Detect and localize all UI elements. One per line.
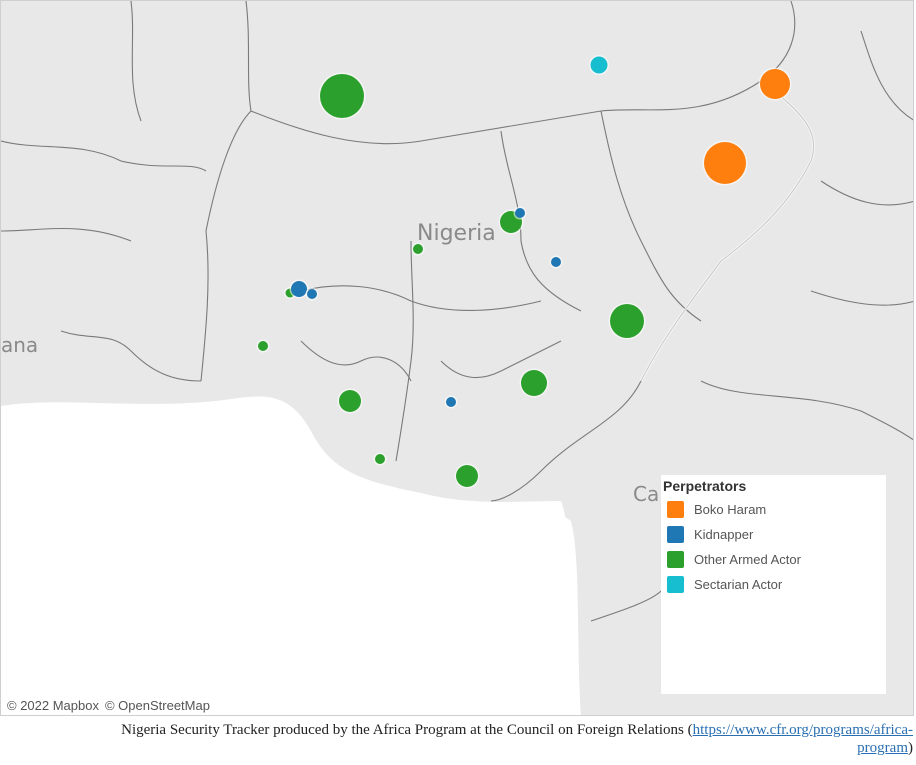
caption-text: Nigeria Security Tracker produced by the… (121, 722, 693, 738)
osm-attribution[interactable]: © OpenStreetMap (104, 698, 210, 713)
legend-label: Kidnapper (694, 526, 754, 542)
country-label-cameroon: Ca (633, 482, 660, 506)
incident-marker-kidnapper[interactable] (307, 289, 317, 299)
incident-marker-kidnapper[interactable] (515, 208, 525, 218)
incident-marker-kidnapper[interactable] (291, 281, 307, 297)
legend-swatch-icon (667, 525, 684, 543)
map-view[interactable]: Nigeria ana Ca © 2022 Mapbox © OpenStreet… (0, 0, 914, 716)
incident-marker-other-armed-actor[interactable] (521, 370, 547, 396)
legend-title: Perpetrators (663, 478, 747, 494)
incident-marker-boko-haram[interactable] (760, 69, 790, 99)
legend-label: Boko Haram (694, 501, 767, 517)
source-caption: Nigeria Security Tracker produced by the… (121, 722, 913, 756)
incident-marker-other-armed-actor[interactable] (320, 74, 364, 118)
map-basemap (1, 1, 913, 715)
legend-item-other-armed-actor[interactable]: Other Armed Actor (667, 549, 801, 569)
legend-swatch-icon (667, 575, 684, 593)
legend-swatch-icon (667, 550, 684, 568)
legend-item-kidnapper[interactable]: Kidnapper (667, 524, 753, 544)
mapbox-attribution[interactable]: © 2022 Mapbox (7, 698, 99, 713)
incident-marker-kidnapper[interactable] (446, 397, 456, 407)
country-label-ghana: ana (1, 333, 39, 357)
incident-marker-other-armed-actor[interactable] (339, 390, 361, 412)
incident-marker-other-armed-actor[interactable] (610, 304, 644, 338)
legend: Perpetrators Boko Haram Kidnapper Other … (661, 475, 886, 694)
incident-marker-kidnapper[interactable] (551, 257, 561, 267)
legend-item-boko-haram[interactable]: Boko Haram (667, 499, 766, 519)
cfr-link-continued[interactable]: program (857, 740, 908, 756)
country-label-nigeria: Nigeria (417, 221, 496, 246)
legend-item-sectarian-actor[interactable]: Sectarian Actor (667, 574, 782, 594)
incident-marker-other-armed-actor[interactable] (285, 288, 295, 298)
incident-marker-other-armed-actor[interactable] (375, 454, 385, 464)
legend-label: Sectarian Actor (694, 576, 783, 592)
incident-marker-sectarian-actor[interactable] (590, 56, 608, 74)
incident-marker-boko-haram[interactable] (704, 142, 746, 184)
legend-label: Other Armed Actor (694, 551, 801, 567)
incident-marker-other-armed-actor[interactable] (258, 341, 268, 351)
incident-marker-other-armed-actor[interactable] (413, 244, 423, 254)
incident-marker-other-armed-actor[interactable] (456, 465, 478, 487)
map-attribution[interactable]: © 2022 Mapbox © OpenStreetMap (7, 698, 216, 713)
cfr-link[interactable]: https://www.cfr.org/programs/africa- (692, 722, 913, 738)
legend-swatch-icon (667, 500, 684, 518)
